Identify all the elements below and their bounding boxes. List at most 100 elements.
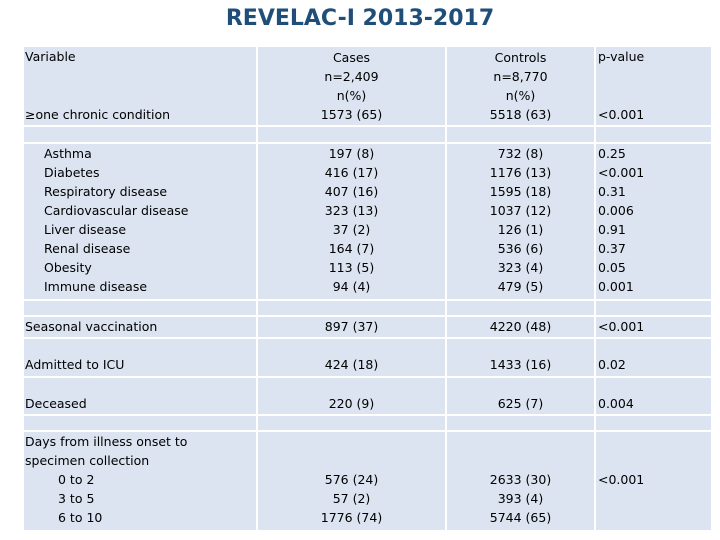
header-cases-line: n(%) xyxy=(336,88,367,103)
onset-pvalue: <0.001 xyxy=(598,472,645,487)
condition-pvalue: 0.006 xyxy=(598,203,634,218)
condition-cases: 323 (13) xyxy=(324,203,379,218)
spacer xyxy=(24,339,256,355)
condition-cases: 94 (4) xyxy=(332,279,371,294)
header-cases-cell: Cases n=2,409 n(%) 1573 (65) xyxy=(258,47,445,125)
condition-cases: 407 (16) xyxy=(324,184,379,199)
condition-controls: 323 (4) xyxy=(497,260,544,275)
onset-pvalue-cell: <0.001 xyxy=(596,432,711,530)
deceased-controls: 625 (7) xyxy=(447,394,594,414)
spacer xyxy=(258,378,445,394)
chronic-cases: 1573 (65) xyxy=(320,107,383,122)
header-variable-cell: Variable ≥one chronic condition xyxy=(24,47,256,125)
onset-label-line: specimen collection xyxy=(25,453,150,468)
header-cases-line: Cases xyxy=(332,50,371,65)
spacer xyxy=(447,378,594,394)
condition-pvalue: 0.31 xyxy=(598,184,626,199)
conditions-controls-cell: 732 (8) 1176 (13) 1595 (18) 1037 (12) 12… xyxy=(447,144,594,299)
condition-label: Renal disease xyxy=(44,241,131,256)
header-pvalue: p-value xyxy=(598,49,645,64)
condition-label: Obesity xyxy=(44,260,92,275)
page-title: REVELAC-I 2013-2017 xyxy=(225,6,495,31)
header-controls-line: Controls xyxy=(494,50,547,65)
icu-cases: 424 (18) xyxy=(258,355,445,376)
condition-controls: 536 (6) xyxy=(497,241,544,256)
conditions-cases-cell: 197 (8) 416 (17) 407 (16) 323 (13) 37 (2… xyxy=(258,144,445,299)
condition-pvalue: 0.25 xyxy=(598,146,626,161)
icu-label: Admitted to ICU xyxy=(24,355,256,376)
spacer xyxy=(596,339,711,355)
condition-controls: 1037 (12) xyxy=(489,203,552,218)
spacer xyxy=(258,127,445,142)
condition-pvalue: 0.001 xyxy=(598,279,634,294)
spacer xyxy=(596,378,711,394)
chronic-controls: 5518 (63) xyxy=(489,107,552,122)
vaccination-cases: 897 (37) xyxy=(258,317,445,337)
header-controls-line: n(%) xyxy=(505,88,536,103)
conditions-pvalue-cell: 0.25 <0.001 0.31 0.006 0.91 0.37 0.05 0.… xyxy=(596,144,711,299)
condition-label: Asthma xyxy=(44,146,92,161)
onset-range-label: 3 to 5 xyxy=(58,491,95,506)
spacer xyxy=(447,416,594,430)
condition-cases: 416 (17) xyxy=(324,165,379,180)
header-controls-line: n=8,770 xyxy=(493,69,548,84)
onset-range-label: 0 to 2 xyxy=(58,472,95,487)
header-variable: Variable xyxy=(25,49,76,64)
condition-label: Liver disease xyxy=(44,222,127,237)
onset-controls: 5744 (65) xyxy=(489,510,552,525)
condition-controls: 732 (8) xyxy=(497,146,544,161)
header-cases-line: n=2,409 xyxy=(324,69,379,84)
spacer xyxy=(447,301,594,315)
header-pvalue-cell: p-value <0.001 xyxy=(596,47,711,125)
condition-pvalue: <0.001 xyxy=(598,165,645,180)
spacer xyxy=(447,127,594,142)
spacer xyxy=(447,339,594,355)
spacer xyxy=(24,301,256,315)
chronic-label: ≥one chronic condition xyxy=(25,107,171,122)
vaccination-label: Seasonal vaccination xyxy=(24,317,256,337)
condition-cases: 197 (8) xyxy=(328,146,375,161)
onset-controls-cell: 2633 (30) 393 (4) 5744 (65) xyxy=(447,432,594,530)
condition-cases: 37 (2) xyxy=(332,222,371,237)
onset-controls: 2633 (30) xyxy=(489,472,552,487)
onset-cases-cell: 576 (24) 57 (2) 1776 (74) xyxy=(258,432,445,530)
onset-labels-cell: Days from illness onset to specimen coll… xyxy=(24,432,256,530)
spacer xyxy=(24,378,256,394)
condition-controls: 479 (5) xyxy=(497,279,544,294)
condition-label: Immune disease xyxy=(44,279,148,294)
condition-pvalue: 0.91 xyxy=(598,222,626,237)
condition-pvalue: 0.37 xyxy=(598,241,626,256)
deceased-pvalue: 0.004 xyxy=(596,394,711,414)
spacer xyxy=(258,339,445,355)
spacer xyxy=(596,416,711,430)
condition-cases: 164 (7) xyxy=(328,241,375,256)
condition-pvalue: 0.05 xyxy=(598,260,626,275)
results-table: Variable ≥one chronic condition Cases n=… xyxy=(24,47,711,530)
condition-label: Cardiovascular disease xyxy=(44,203,189,218)
condition-cases: 113 (5) xyxy=(328,260,375,275)
vaccination-controls: 4220 (48) xyxy=(447,317,594,337)
onset-cases: 1776 (74) xyxy=(320,510,383,525)
onset-label-line: Days from illness onset to xyxy=(25,434,188,449)
vaccination-pvalue: <0.001 xyxy=(596,317,711,337)
condition-label: Respiratory disease xyxy=(44,184,168,199)
chronic-pvalue: <0.001 xyxy=(598,107,645,122)
condition-controls: 1176 (13) xyxy=(489,165,552,180)
icu-controls: 1433 (16) xyxy=(447,355,594,376)
header-controls-cell: Controls n=8,770 n(%) 5518 (63) xyxy=(447,47,594,125)
conditions-labels-cell: Asthma Diabetes Respiratory disease Card… xyxy=(24,144,256,299)
deceased-cases: 220 (9) xyxy=(258,394,445,414)
spacer xyxy=(258,416,445,430)
icu-pvalue: 0.02 xyxy=(596,355,711,376)
deceased-label: Deceased xyxy=(24,394,256,414)
condition-label: Diabetes xyxy=(44,165,100,180)
spacer xyxy=(596,127,711,142)
onset-range-label: 6 to 10 xyxy=(58,510,103,525)
condition-controls: 126 (1) xyxy=(497,222,544,237)
condition-controls: 1595 (18) xyxy=(489,184,552,199)
spacer xyxy=(24,416,256,430)
onset-controls: 393 (4) xyxy=(497,491,544,506)
onset-cases: 57 (2) xyxy=(332,491,371,506)
spacer xyxy=(596,301,711,315)
onset-cases: 576 (24) xyxy=(324,472,379,487)
